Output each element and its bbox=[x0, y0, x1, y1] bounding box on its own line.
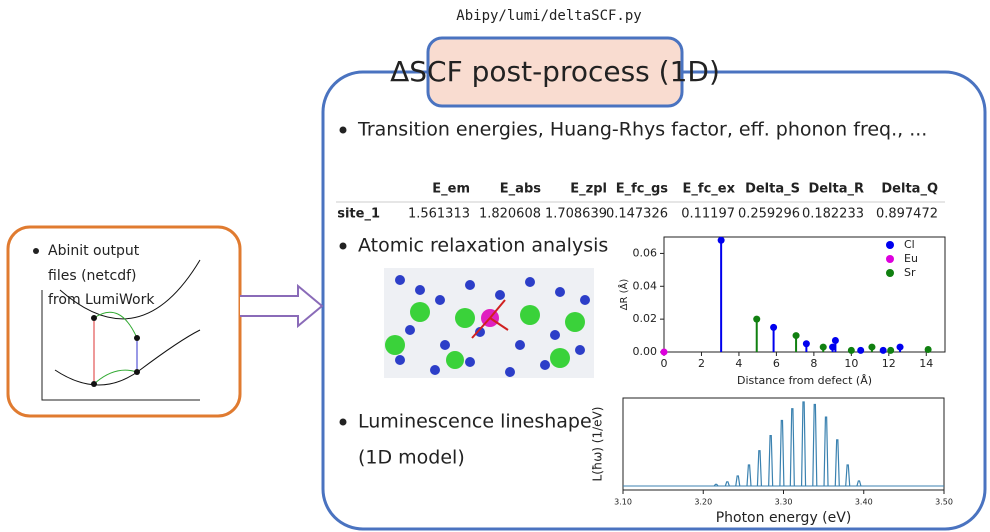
peak bbox=[756, 450, 763, 487]
y-tick-label: 0.04 bbox=[633, 279, 658, 292]
peak bbox=[812, 403, 818, 487]
column-header: E_fc_gs bbox=[616, 182, 669, 197]
x-tick-label: 14 bbox=[919, 357, 933, 370]
x-axis-label: Photon energy (eV) bbox=[716, 510, 852, 526]
x-tick-label: 3.20 bbox=[694, 498, 712, 507]
stem-head bbox=[792, 332, 800, 340]
crystal-image bbox=[384, 268, 594, 378]
peak bbox=[713, 483, 719, 487]
title-box bbox=[426, 36, 684, 108]
peak bbox=[856, 480, 862, 487]
x-tick-label: 10 bbox=[844, 357, 858, 370]
stem-head bbox=[879, 346, 887, 354]
column-header: Delta_S bbox=[745, 182, 800, 197]
stem-head bbox=[819, 343, 827, 351]
arrow bbox=[240, 283, 324, 329]
title: ΔSCF post-process (1D) bbox=[390, 55, 720, 88]
x-tick-label: 8 bbox=[810, 357, 817, 370]
table-cell: 0.11197 bbox=[681, 207, 735, 222]
stem-head bbox=[896, 343, 904, 351]
table-cell: 0.897472 bbox=[876, 207, 938, 222]
x-tick-label: 3.10 bbox=[614, 498, 632, 507]
input-text: from LumiWork bbox=[48, 292, 155, 308]
x-axis-label: Distance from defect (Å) bbox=[737, 374, 872, 387]
table-cell: 1.561313 bbox=[408, 207, 470, 222]
y-axis-label: ΔR (Å) bbox=[617, 279, 630, 311]
column-header: E_zpl bbox=[570, 182, 607, 197]
table-cell: 0.147326 bbox=[606, 207, 668, 222]
column-header: Delta_R bbox=[808, 182, 864, 197]
stem-head bbox=[887, 346, 895, 354]
peak bbox=[768, 435, 774, 487]
x-tick-label: 3.40 bbox=[855, 498, 873, 507]
stem-head bbox=[753, 315, 761, 323]
stem-head bbox=[857, 346, 865, 354]
x-tick-label: 4 bbox=[735, 357, 742, 370]
y-tick-label: 0.06 bbox=[633, 246, 658, 259]
bullet-dot bbox=[339, 126, 347, 134]
row-header: site_1 bbox=[337, 207, 380, 222]
peak bbox=[823, 416, 829, 487]
bullet-text: Transition energies, Huang-Rhys factor, … bbox=[357, 119, 927, 141]
table-cell: 0.259296 bbox=[738, 207, 800, 222]
bullet-dot bbox=[339, 242, 347, 250]
stem-head bbox=[660, 348, 668, 356]
stem-head bbox=[802, 340, 810, 348]
stem-head bbox=[847, 346, 855, 354]
legend-label: Cl bbox=[904, 238, 915, 251]
table-cell: 0.182233 bbox=[802, 207, 864, 222]
bullet-text: (1D model) bbox=[358, 447, 465, 469]
x-tick-label: 3.50 bbox=[935, 498, 953, 507]
bullet-dot bbox=[339, 418, 347, 426]
peak bbox=[724, 481, 730, 487]
legend-label: Sr bbox=[904, 266, 916, 279]
column-header: Delta_Q bbox=[881, 182, 938, 197]
bullet-text: Luminescence lineshape bbox=[358, 411, 592, 433]
legend-marker bbox=[886, 241, 894, 249]
x-tick-label: 0 bbox=[661, 357, 668, 370]
peak bbox=[845, 464, 851, 487]
x-tick-label: 12 bbox=[882, 357, 896, 370]
legend-marker bbox=[886, 255, 894, 263]
x-tick-label: 2 bbox=[698, 357, 705, 370]
legend-label: Eu bbox=[904, 252, 918, 265]
file-path: Abipy/lumi/deltaSCF.py bbox=[456, 8, 641, 24]
y-tick-label: 0.00 bbox=[633, 345, 658, 358]
input-box bbox=[6, 225, 242, 418]
peak bbox=[789, 408, 795, 487]
stem-head bbox=[770, 323, 778, 331]
legend-marker bbox=[886, 269, 894, 277]
energy-diagram bbox=[41, 259, 201, 401]
stem-head bbox=[831, 337, 839, 344]
peak bbox=[779, 419, 785, 487]
y-tick-label: 0.02 bbox=[633, 312, 658, 325]
stem-head bbox=[868, 343, 876, 351]
peak bbox=[735, 475, 741, 487]
x-tick-label: 3.30 bbox=[775, 498, 793, 507]
peak bbox=[834, 439, 840, 487]
stem-head bbox=[924, 346, 932, 354]
bullet-dot bbox=[33, 248, 39, 254]
peak bbox=[800, 401, 807, 487]
column-header: E_em bbox=[432, 182, 470, 197]
stem-head bbox=[717, 236, 725, 244]
peak bbox=[746, 464, 752, 487]
column-header: E_fc_ex bbox=[683, 182, 736, 197]
y-axis-label: L(ħω) (1/eV) bbox=[591, 407, 605, 482]
stem-head bbox=[829, 343, 837, 351]
input-text: Abinit output bbox=[48, 243, 140, 259]
x-tick-label: 6 bbox=[773, 357, 780, 370]
plot-frame bbox=[663, 236, 946, 353]
input-text: files (netcdf) bbox=[48, 268, 136, 284]
column-header: E_abs bbox=[500, 182, 541, 197]
table-cell: 1.820608 bbox=[479, 207, 541, 222]
table-cell: 1.708639 bbox=[545, 207, 607, 222]
bullet-text: Atomic relaxation analysis bbox=[358, 235, 608, 257]
